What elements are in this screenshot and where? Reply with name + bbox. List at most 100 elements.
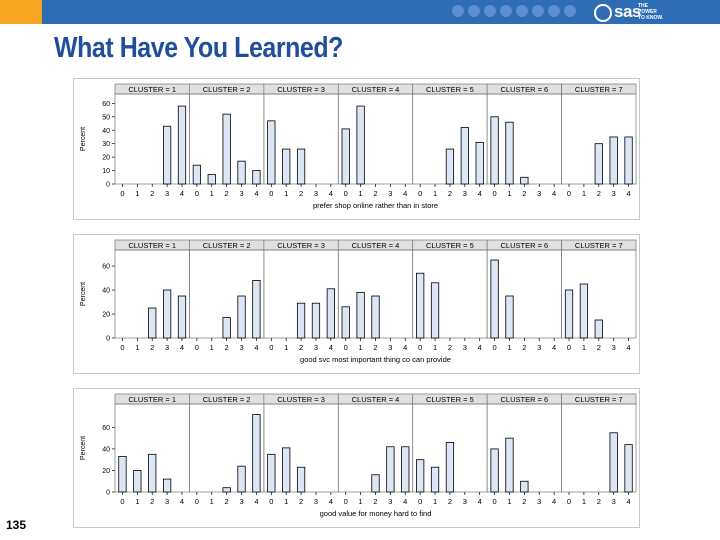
bar xyxy=(237,295,246,339)
x-tick-label: 2 xyxy=(522,343,526,352)
bar xyxy=(520,480,529,493)
y-tick-label: 50 xyxy=(102,114,110,121)
bar xyxy=(162,478,172,493)
bar xyxy=(252,280,261,339)
bar xyxy=(133,470,142,493)
x-tick-label: 3 xyxy=(537,497,541,506)
panel-label: CLUSTER = 3 xyxy=(277,85,325,94)
x-tick-label: 1 xyxy=(210,189,214,198)
panel-label: CLUSTER = 7 xyxy=(575,241,623,250)
x-tick-label: 0 xyxy=(195,343,199,352)
decor-dot xyxy=(452,5,464,17)
x-tick-label: 3 xyxy=(612,189,616,198)
x-tick-label: 4 xyxy=(254,343,258,352)
header-accent xyxy=(0,0,42,24)
x-tick-label: 3 xyxy=(239,497,243,506)
x-tick-label: 3 xyxy=(165,343,169,352)
x-tick-label: 3 xyxy=(537,189,541,198)
x-tick-label: 0 xyxy=(269,497,273,506)
tagline: THE POWER TO KNOW. xyxy=(638,3,678,21)
bar xyxy=(371,295,380,339)
bar xyxy=(148,453,157,493)
y-tick-label: 20 xyxy=(102,468,110,475)
x-tick-label: 0 xyxy=(120,189,124,198)
x-tick-label: 4 xyxy=(552,189,556,198)
x-tick-label: 1 xyxy=(433,497,437,506)
x-tick-label: 1 xyxy=(359,497,363,506)
x-tick-label: 1 xyxy=(507,497,511,506)
x-tick-label: 0 xyxy=(492,189,496,198)
panel-label: CLUSTER = 7 xyxy=(575,85,623,94)
x-tick-label: 0 xyxy=(418,189,422,198)
x-tick-label: 2 xyxy=(522,497,526,506)
x-tick-label: 4 xyxy=(180,343,184,352)
x-tick-label: 4 xyxy=(626,497,630,506)
panel-label: CLUSTER = 2 xyxy=(203,395,251,404)
x-tick-label: 0 xyxy=(195,189,199,198)
x-tick-label: 4 xyxy=(180,497,184,506)
x-tick-label: 1 xyxy=(582,343,586,352)
y-tick-label: 10 xyxy=(102,168,110,175)
x-tick-label: 0 xyxy=(120,343,124,352)
x-axis-label: good svc most important thing co can pro… xyxy=(300,355,451,364)
x-tick-label: 1 xyxy=(582,497,586,506)
y-tick-label: 60 xyxy=(102,101,110,108)
bar xyxy=(505,121,514,185)
chart-prefer-shop-online: Percent 0 10 20 30 40 50 60 CLUSTER = 1 0 1 2 3 4 CLUS… xyxy=(73,78,640,220)
x-tick-label: 4 xyxy=(478,189,482,198)
x-tick-label: 1 xyxy=(210,343,214,352)
y-tick-label: 0 xyxy=(106,182,110,189)
x-tick-label: 0 xyxy=(269,189,273,198)
x-tick-label: 4 xyxy=(403,343,407,352)
x-tick-label: 2 xyxy=(597,189,601,198)
bar xyxy=(609,136,618,185)
bar xyxy=(594,143,603,185)
bar xyxy=(624,136,633,185)
x-tick-label: 2 xyxy=(597,497,601,506)
bar xyxy=(162,289,172,339)
bar xyxy=(222,317,231,339)
bar xyxy=(177,105,187,185)
tagline-line: TO KNOW. xyxy=(638,15,664,21)
x-tick-label: 1 xyxy=(135,189,139,198)
y-tick-label: 60 xyxy=(102,425,110,432)
x-tick-label: 2 xyxy=(448,343,452,352)
y-tick-label: 0 xyxy=(106,490,110,497)
bar xyxy=(252,414,261,493)
y-tick-label: 40 xyxy=(102,446,110,453)
bar xyxy=(237,465,246,493)
x-tick-label: 0 xyxy=(567,343,571,352)
slide-number: 135 xyxy=(6,518,27,532)
panel-label: CLUSTER = 6 xyxy=(500,85,548,94)
bar xyxy=(356,292,365,339)
x-tick-label: 3 xyxy=(388,497,392,506)
y-tick-label: 60 xyxy=(102,264,110,271)
bar xyxy=(416,272,425,339)
x-tick-label: 3 xyxy=(165,497,169,506)
bar xyxy=(341,128,350,185)
x-tick-label: 2 xyxy=(150,189,154,198)
bar xyxy=(311,302,321,339)
x-tick-label: 3 xyxy=(612,343,616,352)
x-tick-label: 2 xyxy=(225,189,229,198)
bar xyxy=(609,432,618,493)
x-tick-label: 1 xyxy=(135,343,139,352)
decor-dot xyxy=(500,5,512,17)
decor-dot xyxy=(516,5,528,17)
bar xyxy=(252,170,261,185)
x-tick-label: 4 xyxy=(403,497,407,506)
x-tick-label: 1 xyxy=(507,343,511,352)
decor-dot xyxy=(484,5,496,17)
bar xyxy=(148,307,157,339)
x-tick-label: 2 xyxy=(299,497,303,506)
x-tick-label: 3 xyxy=(314,343,318,352)
panel-label: CLUSTER = 5 xyxy=(426,395,474,404)
chart-good-service: Percent 0 20 40 60 CLUSTER = 1 0 1 2 3 4 CLUSTER = … xyxy=(73,234,640,374)
x-tick-label: 0 xyxy=(567,189,571,198)
bar xyxy=(282,447,291,493)
bar xyxy=(296,466,306,493)
bar xyxy=(267,120,276,185)
x-tick-label: 1 xyxy=(433,343,437,352)
x-tick-label: 1 xyxy=(284,189,288,198)
